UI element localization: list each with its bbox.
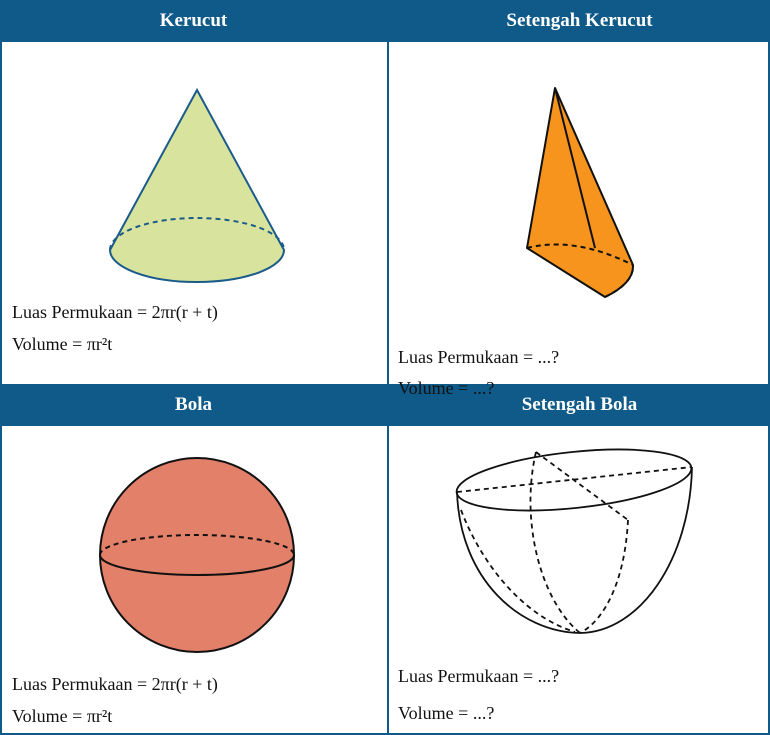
formula: Volume = πr²t bbox=[12, 706, 113, 726]
formula: Luas Permukaan = ...? bbox=[398, 666, 560, 686]
formula: Luas Permukaan = 2πr(r + t) bbox=[12, 674, 218, 694]
half-cone bbox=[526, 87, 635, 298]
formula: Luas Permukaan = 2πr(r + t) bbox=[12, 302, 218, 322]
formula: Volume = πr²t bbox=[12, 334, 113, 354]
cell-title: Bola bbox=[0, 384, 387, 426]
cell-title: Setengah Kerucut bbox=[389, 0, 770, 42]
cell-title: Kerucut bbox=[0, 0, 387, 42]
formula: Volume = ...? bbox=[398, 703, 495, 723]
hemisphere bbox=[455, 448, 693, 634]
cone bbox=[108, 87, 286, 283]
cell-title: Setengah Bola bbox=[389, 384, 770, 426]
formula: Volume = ...? bbox=[398, 378, 495, 398]
formula: Luas Permukaan = ...? bbox=[398, 347, 560, 367]
sphere bbox=[99, 457, 295, 653]
